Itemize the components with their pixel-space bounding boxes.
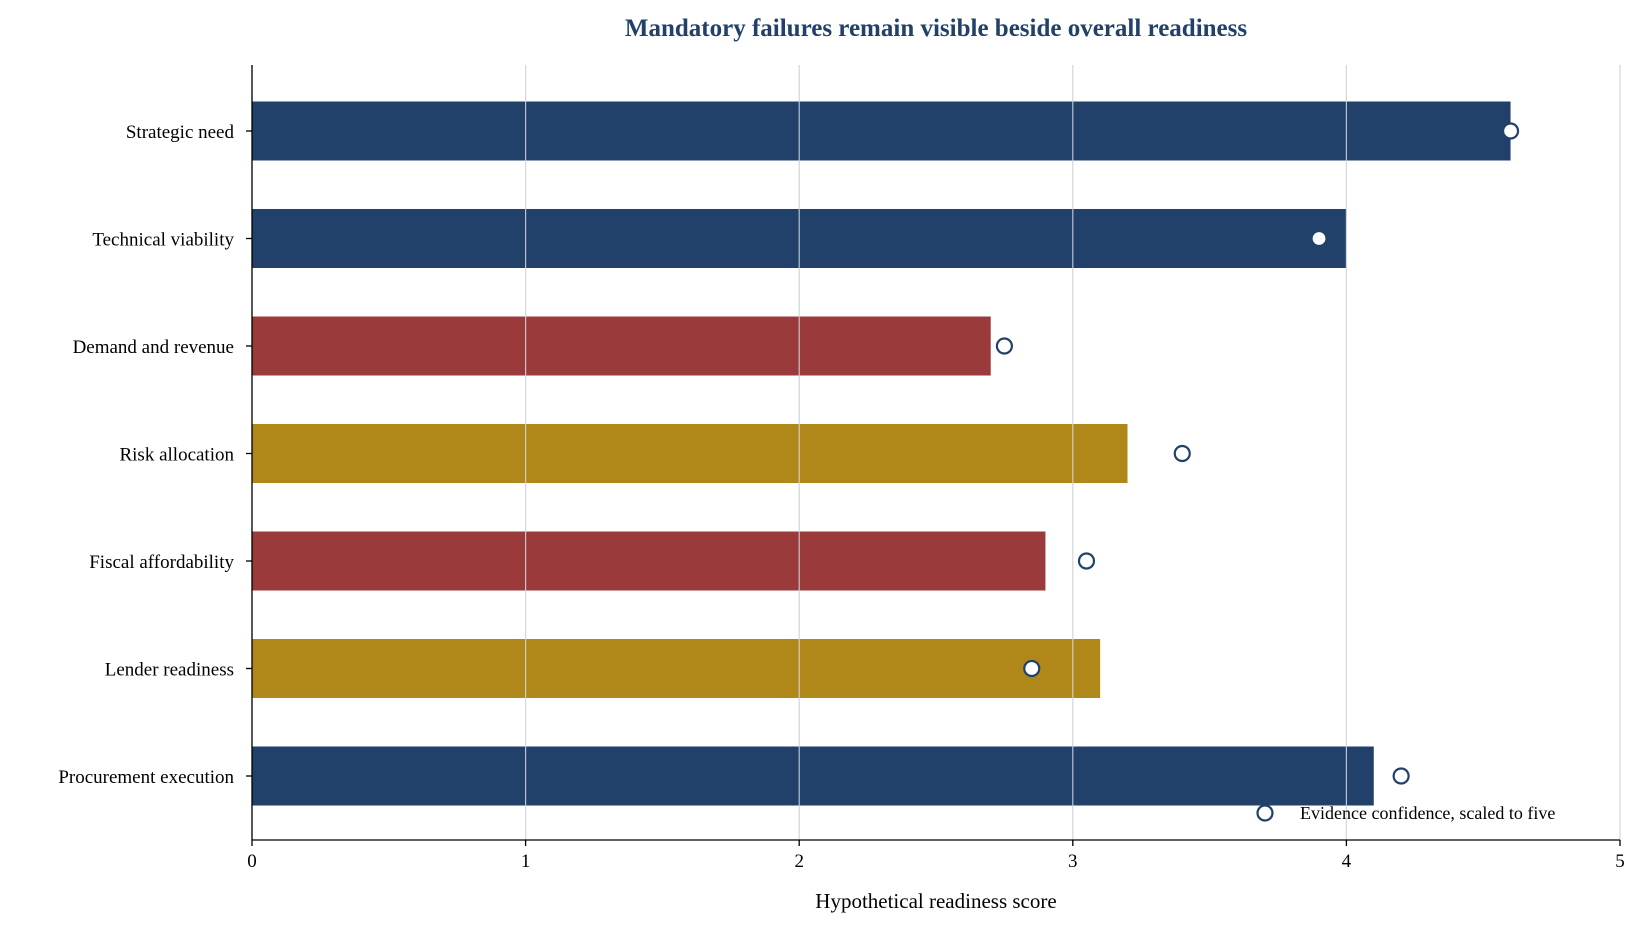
evidence-marker (1023, 659, 1041, 678)
x-tick-label: 5 (1615, 851, 1625, 872)
evidence-marker (995, 337, 1014, 355)
x-tick-label: 2 (794, 851, 804, 872)
y-tick-label: Risk allocation (119, 445, 234, 466)
bar (252, 746, 1374, 806)
evidence-marker (1501, 122, 1520, 140)
y-tick-label: Procurement execution (58, 767, 234, 788)
y-tick-label: Strategic need (126, 122, 235, 143)
evidence-markers (995, 122, 1520, 785)
evidence-marker (1392, 767, 1410, 785)
evidence-marker (1173, 444, 1191, 463)
legend-marker-icon (1256, 804, 1274, 822)
chart-title: Mandatory failures remain visible beside… (625, 15, 1247, 42)
legend-label: Evidence confidence, scaled to five (1300, 803, 1555, 823)
evidence-marker (1310, 229, 1328, 248)
bar (252, 531, 1046, 591)
bar (252, 101, 1511, 161)
x-tick-label: 0 (247, 851, 257, 872)
bar (252, 424, 1128, 483)
bar (252, 316, 991, 376)
y-tick-label: Lender readiness (105, 660, 234, 681)
x-tick-label: 1 (521, 851, 531, 872)
bar (252, 639, 1101, 698)
axes: 0 1 2 3 4 5 Strategic need Technical viability D… (58, 65, 1625, 872)
x-tick-label: 4 (1342, 851, 1352, 872)
y-tick-label: Fiscal affordability (89, 552, 234, 573)
bars (252, 65, 1621, 840)
legend: Evidence confidence, scaled to five (1256, 803, 1555, 823)
evidence-marker (1077, 552, 1096, 570)
x-axis-label: Hypothetical readiness score (815, 889, 1056, 913)
y-tick-label: Demand and revenue (73, 337, 234, 358)
y-tick-label: Technical viability (92, 230, 234, 251)
x-tick-label: 3 (1068, 851, 1078, 872)
